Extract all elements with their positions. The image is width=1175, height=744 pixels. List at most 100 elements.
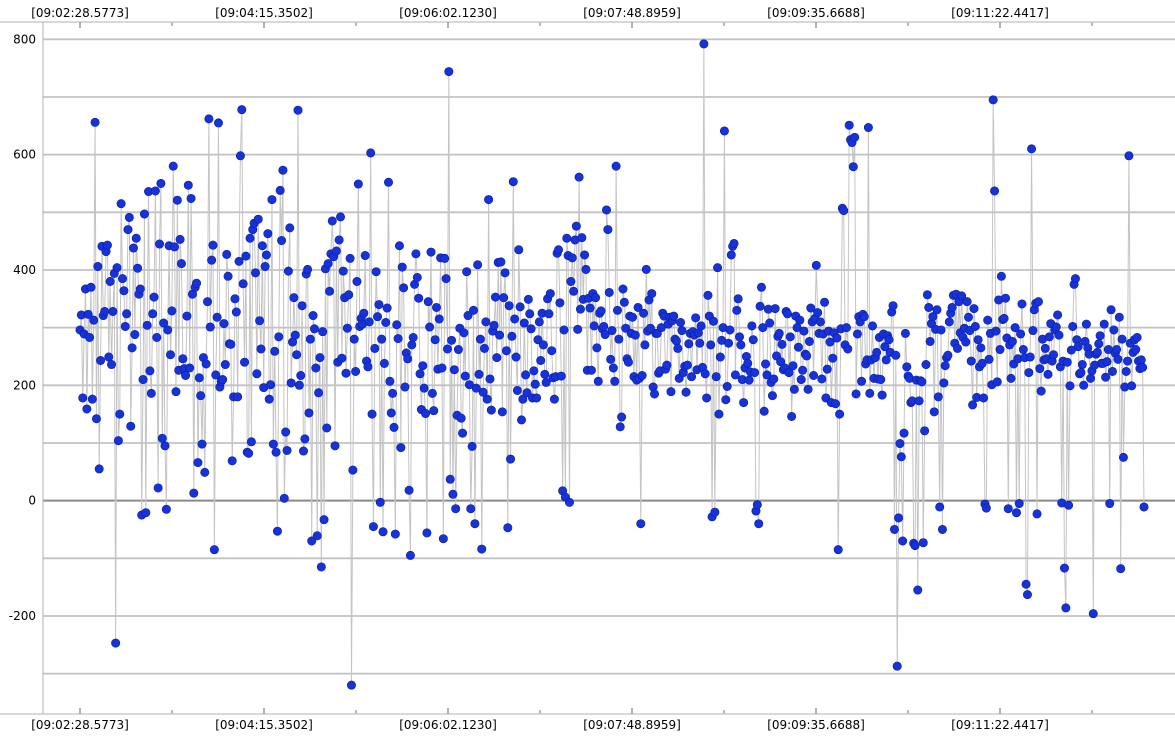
data-point xyxy=(615,422,625,432)
data-point xyxy=(341,368,351,378)
data-point xyxy=(743,358,753,368)
data-point xyxy=(759,406,769,416)
data-point xyxy=(817,374,827,384)
data-point xyxy=(330,441,340,451)
data-point xyxy=(617,412,627,422)
data-point xyxy=(1006,373,1016,383)
data-point xyxy=(765,318,775,328)
x-tick-label-top: [09:04:15.3502] xyxy=(215,6,313,20)
data-point xyxy=(984,354,994,364)
y-tick-label: -200 xyxy=(9,609,36,623)
data-point xyxy=(1035,364,1045,374)
data-point xyxy=(722,381,732,391)
data-point xyxy=(272,526,282,536)
data-point xyxy=(596,306,606,316)
data-point xyxy=(159,318,169,328)
data-point xyxy=(456,413,466,423)
data-point xyxy=(474,369,484,379)
data-point xyxy=(489,320,499,330)
data-point xyxy=(677,326,687,336)
data-point xyxy=(182,311,192,321)
data-point xyxy=(255,316,265,326)
data-point xyxy=(490,292,500,302)
data-point xyxy=(991,326,1001,336)
data-point xyxy=(623,357,633,367)
data-point xyxy=(453,345,463,355)
data-point xyxy=(666,387,676,397)
data-point xyxy=(767,391,777,401)
data-point xyxy=(138,375,148,385)
data-point xyxy=(256,344,266,354)
data-point xyxy=(1011,508,1021,518)
data-point xyxy=(275,185,285,195)
data-point xyxy=(346,680,356,690)
data-point xyxy=(1088,609,1098,619)
data-point xyxy=(521,370,531,380)
data-point xyxy=(1102,357,1112,367)
data-point xyxy=(1095,331,1105,341)
data-point xyxy=(200,467,210,477)
x-tick-label-bottom: [09:04:15.3502] xyxy=(215,718,313,732)
data-point xyxy=(311,363,321,373)
data-point xyxy=(726,250,736,260)
y-tick-label: 0 xyxy=(28,494,36,508)
data-point xyxy=(377,334,387,344)
data-point xyxy=(501,346,511,356)
data-point xyxy=(538,340,548,350)
data-point xyxy=(815,317,825,327)
data-point xyxy=(484,195,494,205)
data-point xyxy=(881,355,891,365)
data-point xyxy=(264,394,274,404)
data-point xyxy=(892,661,902,671)
data-point xyxy=(366,148,376,158)
data-point xyxy=(208,240,218,250)
data-point xyxy=(470,519,480,529)
data-point xyxy=(591,293,601,303)
data-point xyxy=(1018,345,1028,355)
data-point xyxy=(115,409,125,419)
data-point xyxy=(925,336,935,346)
data-point xyxy=(374,300,384,310)
data-point xyxy=(322,423,332,433)
data-point xyxy=(981,503,991,513)
data-point xyxy=(604,287,614,297)
data-point xyxy=(399,283,409,293)
data-point xyxy=(448,489,458,499)
data-point xyxy=(645,323,655,333)
data-point xyxy=(145,366,155,376)
data-point xyxy=(381,317,391,327)
data-point xyxy=(303,264,313,274)
data-point xyxy=(360,251,370,261)
data-point xyxy=(922,290,932,300)
data-point xyxy=(902,362,912,372)
data-point xyxy=(970,321,980,331)
data-point xyxy=(1064,500,1074,510)
data-point xyxy=(564,497,574,507)
data-point xyxy=(396,443,406,453)
data-point xyxy=(706,340,716,350)
data-point xyxy=(562,233,572,243)
data-point xyxy=(848,162,858,172)
data-point xyxy=(830,399,840,409)
data-point xyxy=(512,385,522,395)
data-point xyxy=(662,360,672,370)
axes-frame xyxy=(0,21,1175,715)
data-point xyxy=(607,326,617,336)
data-point xyxy=(419,383,429,393)
data-point xyxy=(185,363,195,373)
data-point xyxy=(359,308,369,318)
data-point xyxy=(898,536,908,546)
data-point xyxy=(1036,386,1046,396)
data-point xyxy=(839,206,849,216)
data-point xyxy=(201,359,211,369)
data-point xyxy=(438,534,448,544)
data-point xyxy=(1106,305,1116,315)
data-point xyxy=(828,353,838,363)
data-point xyxy=(1112,345,1122,355)
data-point xyxy=(263,229,273,239)
data-point xyxy=(796,375,806,385)
data-point xyxy=(929,407,939,417)
data-point xyxy=(161,504,171,514)
data-point xyxy=(894,513,904,523)
data-point xyxy=(736,340,746,350)
